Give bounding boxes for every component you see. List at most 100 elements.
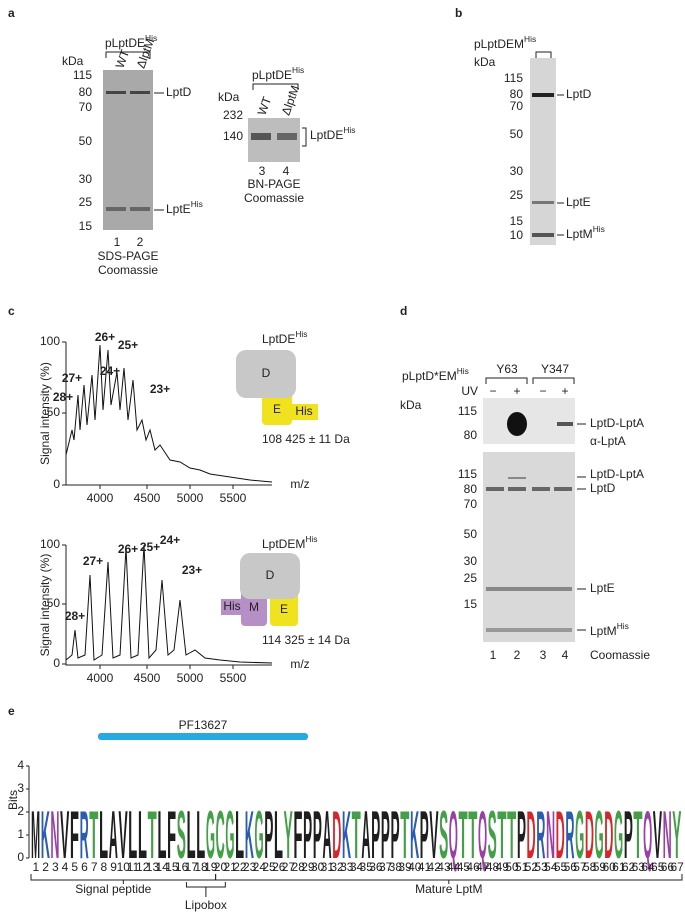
logo-letter: T xyxy=(468,797,477,873)
position-label: 22 xyxy=(233,860,247,874)
logo-letter: T xyxy=(459,797,468,873)
label: 1 xyxy=(114,235,121,249)
tick-label: 5500 xyxy=(220,671,247,685)
peak-label: 26+ xyxy=(95,330,115,344)
logo-letter: Q xyxy=(449,797,458,873)
logo-letter: G xyxy=(254,797,263,873)
band xyxy=(251,133,271,140)
position-label: 6 xyxy=(81,860,88,874)
tick-label: 4 xyxy=(17,758,24,772)
marker-label: 25 xyxy=(464,571,478,585)
logo-letter: N xyxy=(546,797,555,873)
logo-letter: N xyxy=(663,797,672,873)
marker-label: 80 xyxy=(464,428,478,442)
label-text: pLptDEM xyxy=(474,37,524,51)
logo-letter: Q xyxy=(478,797,487,873)
peak-label: 24+ xyxy=(100,364,120,378)
label: kDa xyxy=(474,55,496,69)
label: Coomassie xyxy=(98,263,158,277)
position-label: 37 xyxy=(379,860,393,874)
position-label: 49 xyxy=(496,860,510,874)
subunit-label: E xyxy=(273,402,281,416)
logo-letter: R xyxy=(80,797,89,873)
position-label: 45 xyxy=(457,860,471,874)
subunit-d xyxy=(236,350,296,398)
band xyxy=(557,422,573,426)
band-label: LptD xyxy=(166,85,192,99)
logo-letter: K xyxy=(342,797,351,873)
marker-label: 15 xyxy=(79,219,93,233)
label-text: LptE xyxy=(590,581,615,595)
panel-label: e xyxy=(8,704,15,718)
band-label: LptD xyxy=(566,87,592,101)
tick-label: 4500 xyxy=(134,491,161,505)
position-label: 52 xyxy=(525,860,539,874)
position-label: 41 xyxy=(418,860,432,874)
position-label: 40 xyxy=(408,860,422,874)
position-label: 23 xyxy=(243,860,257,874)
label: LptD-LptA xyxy=(590,416,644,430)
position-label: 50 xyxy=(505,860,519,874)
band xyxy=(508,487,526,491)
logo-letter: L xyxy=(128,797,137,873)
logo-letter: V xyxy=(118,797,127,873)
marker-label: 80 xyxy=(464,482,478,496)
logo-letter: D xyxy=(527,797,536,873)
logo-letter: Y xyxy=(672,797,681,873)
logo-letter: D xyxy=(556,797,565,873)
gel xyxy=(103,70,153,230)
label-superscript: His xyxy=(593,224,605,234)
position-label: 7 xyxy=(91,860,98,874)
label: 2 xyxy=(137,235,144,249)
bracket xyxy=(302,127,307,147)
label: Mature LptM xyxy=(415,882,482,896)
position-label: 64 xyxy=(641,860,655,874)
label: Y347 xyxy=(541,362,569,376)
marker-label: 25 xyxy=(510,188,524,202)
label: Coomassie xyxy=(590,648,650,662)
label: WT xyxy=(113,47,133,70)
domain-bar xyxy=(98,733,308,740)
bracket xyxy=(535,51,552,58)
position-label: 14 xyxy=(155,860,169,874)
tick-label: 1 xyxy=(17,827,24,841)
logo: MKNVFRTLAVLLTLFSLLGCGLKGPLYFPPADKTAPPPTK… xyxy=(31,797,681,873)
logo-letter: K xyxy=(41,797,50,873)
position-label: 28 xyxy=(292,860,306,874)
position-label: 19 xyxy=(204,860,218,874)
marker-label: 70 xyxy=(464,497,478,511)
logo-letter: V xyxy=(60,797,69,873)
label-text: pLptDE xyxy=(252,68,292,82)
logo-letter: D xyxy=(604,797,613,873)
logo-letter: R xyxy=(565,797,574,873)
label: + xyxy=(561,384,568,398)
position-label: 59 xyxy=(593,860,607,874)
his-tag xyxy=(221,599,243,615)
position-label: 39 xyxy=(398,860,412,874)
logo-letter: L xyxy=(99,797,108,873)
marker-label: 115 xyxy=(504,71,523,85)
position-label: 57 xyxy=(573,860,587,874)
label: kDa xyxy=(62,54,84,68)
label-text: LptE xyxy=(166,202,191,216)
logo-letter: D xyxy=(585,797,594,873)
label: BN-PAGE xyxy=(247,177,300,191)
marker-label: 140 xyxy=(223,129,243,143)
position-label: 46 xyxy=(466,860,480,874)
position-label: 32 xyxy=(330,860,344,874)
label-text: LptD xyxy=(166,85,192,99)
marker-label: 115 xyxy=(458,404,477,418)
logo-letter: L xyxy=(235,797,244,873)
marker-label: 70 xyxy=(79,100,93,114)
position-label: 29 xyxy=(301,860,315,874)
logo-letter: S xyxy=(488,797,497,873)
peak-label: 28+ xyxy=(53,390,73,404)
bracket xyxy=(185,882,226,897)
band xyxy=(532,93,554,97)
position-label: 51 xyxy=(515,860,529,874)
logo-letter: P xyxy=(517,797,526,873)
logo-letter: C xyxy=(216,797,225,873)
label: α-LptA xyxy=(590,434,626,448)
marker-label: 50 xyxy=(510,127,524,141)
label-superscript: His xyxy=(305,534,317,544)
